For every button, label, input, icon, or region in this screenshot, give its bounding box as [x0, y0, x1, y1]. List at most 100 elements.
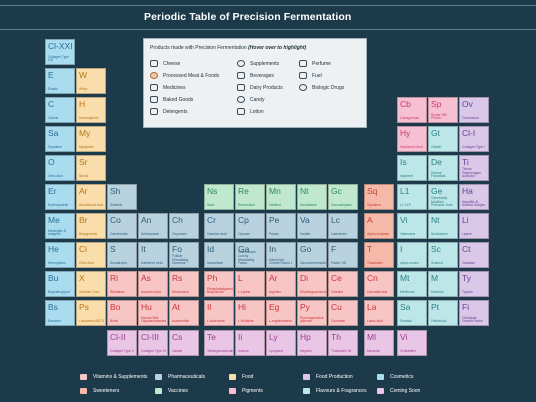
element-tile[interactable]: Cb Carrageenan	[397, 97, 427, 123]
element-tile[interactable]: Id Idursulfase	[204, 242, 234, 268]
element-tile[interactable]: Sr Stevia	[76, 155, 106, 181]
element-tile[interactable]: Ii Indican	[235, 330, 265, 356]
element-tile[interactable]: Me Meningitis B antigens	[45, 213, 75, 239]
element-tile[interactable]: Cs Casein	[169, 330, 199, 356]
element-tile[interactable]: Vi Valencene	[397, 213, 427, 239]
product-item[interactable]: Biologic Drugs	[299, 84, 344, 91]
element-tile[interactable]: Bu Butyrate-glycol	[45, 271, 75, 297]
element-tile[interactable]: E Elastin	[45, 68, 75, 94]
element-tile[interactable]: Mn Menthol	[266, 184, 296, 210]
element-tile[interactable]: Ce Ceteline	[328, 271, 358, 297]
element-tile[interactable]: Sp Spider Silk Protein	[428, 97, 458, 123]
element-tile[interactable]: Gc Glucoamylase	[328, 184, 358, 210]
element-tile[interactable]: Pe Pepsin	[266, 213, 296, 239]
element-tile[interactable]: Sh Shikimic	[107, 184, 137, 210]
element-tile[interactable]: My Myoglobin	[76, 126, 106, 152]
legend-item[interactable]: Vaccines	[155, 388, 188, 394]
element-tile[interactable]: La Lactic Acid	[364, 300, 394, 326]
element-tile[interactable]: Fo Follicle Stimulating Hormone	[169, 242, 199, 268]
element-tile[interactable]: In Insulin like Growth Factor 1	[266, 242, 296, 268]
element-tile[interactable]: Is Isoprene	[397, 155, 427, 181]
element-tile[interactable]: Di Dihydroguanosine	[297, 271, 327, 297]
element-tile[interactable]: Il L-Isoleucine	[204, 300, 234, 326]
product-item[interactable]: Detergents	[150, 108, 187, 115]
product-item[interactable]: Cheese	[150, 60, 180, 67]
element-tile[interactable]: Vi Vinblastine	[397, 330, 427, 356]
element-tile[interactable]: Cl-III Collagen Type III	[138, 330, 168, 356]
element-tile[interactable]: Th Thaumatin Sil	[328, 330, 358, 356]
element-tile[interactable]: Cu Curcumin	[328, 300, 358, 326]
element-tile[interactable]: Eg L-ergothioneine	[266, 300, 296, 326]
element-tile[interactable]: L1 L1 VLP	[397, 184, 427, 210]
element-tile[interactable]: De Dermal Fibroblast	[428, 155, 458, 181]
element-tile[interactable]: Fi Fibroblast Growth Factor	[459, 300, 489, 326]
element-tile[interactable]: Sc Sclareol	[428, 242, 458, 268]
legend-item[interactable]: Vitamins & Supplements	[80, 374, 147, 380]
element-tile[interactable]: Bs Brazzein	[45, 300, 75, 326]
element-tile[interactable]: At Astaxanthin	[169, 300, 199, 326]
element-tile[interactable]: Pt Patchoulol	[428, 300, 458, 326]
product-item[interactable]: Candy	[237, 96, 264, 103]
element-tile[interactable]: Ar Arachidonic Acid	[76, 184, 106, 210]
element-tile[interactable]: Mt Menthone	[397, 271, 427, 297]
element-tile[interactable]: Ov Ovomucoid	[459, 97, 489, 123]
element-tile[interactable]: Sa Santalol	[397, 300, 427, 326]
legend-item[interactable]: Pharmaceuticals	[155, 374, 205, 380]
product-item[interactable]: Dairy Products	[237, 84, 283, 91]
element-tile[interactable]: Cn Cannabinoids	[364, 271, 394, 297]
element-tile[interactable]: Ct Catalase	[459, 242, 489, 268]
legend-item[interactable]: Sweeteners	[80, 388, 119, 394]
element-tile[interactable]: Nt Nootkatone	[428, 213, 458, 239]
element-tile[interactable]: F Factor VIII	[328, 242, 358, 268]
product-item[interactable]: Medicines	[150, 84, 186, 91]
element-tile[interactable]: Ns Nisin	[204, 184, 234, 210]
element-tile[interactable]: Rs Resveratrol	[169, 271, 199, 297]
legend-item[interactable]: Flavours & Fragrances	[303, 388, 367, 394]
legend-item[interactable]: Food Production	[303, 374, 353, 380]
element-tile[interactable]: Li Lipase	[459, 213, 489, 239]
element-tile[interactable]: Ly Lycopene	[266, 330, 296, 356]
element-tile[interactable]: As Ascorbic Acid	[138, 271, 168, 297]
legend-item[interactable]: Cosmetics	[377, 374, 413, 380]
element-tile[interactable]: H Haemoglobin	[76, 97, 106, 123]
element-tile[interactable]: Cl-II Collagen Type II	[107, 330, 137, 356]
element-tile[interactable]: Lc Lactoferrin	[328, 213, 358, 239]
element-tile[interactable]: Sq Squalene	[364, 184, 394, 210]
element-tile[interactable]: Ri Riboflavin	[107, 271, 137, 297]
product-item[interactable]: Perfume	[299, 60, 331, 67]
element-tile[interactable]: Ge Genetically Modified Pertussis Toxin	[428, 184, 458, 210]
element-tile[interactable]: Cr Carmine Acid	[204, 213, 234, 239]
element-tile[interactable]: Nt Nootkatone	[297, 184, 327, 210]
element-tile[interactable]: Va Vanillin	[297, 213, 327, 239]
element-tile[interactable]: A Alpha-Amylase	[364, 213, 394, 239]
element-tile[interactable]: Ty Trypsin	[459, 271, 489, 297]
element-tile[interactable]: Hp Heparin	[297, 330, 327, 356]
element-tile[interactable]: X Xanthan Gum	[76, 271, 106, 297]
element-tile[interactable]: Co Carotenoids	[107, 213, 137, 239]
element-tile[interactable]: Ha Hepatitis B Surface Antigen	[459, 184, 489, 210]
element-tile[interactable]: C Casein	[45, 97, 75, 123]
element-tile[interactable]: M Mannitol	[428, 271, 458, 297]
product-item[interactable]: Supplements	[237, 60, 279, 67]
element-tile[interactable]: Ch Chymosin	[169, 213, 199, 239]
element-tile[interactable]: Go Glucocerebrosidase	[297, 242, 327, 268]
element-tile[interactable]: Ci Citric Acid	[76, 242, 106, 268]
element-tile[interactable]: Te Tetrahydrocannabinol	[204, 330, 234, 356]
legend-item[interactable]: Coming Soon	[377, 388, 420, 394]
element-tile[interactable]: Ps Lactoferrin ABTS	[76, 300, 106, 326]
element-tile[interactable]: Hu Human Milk Oligosaccharides	[138, 300, 168, 326]
element-tile[interactable]: Gt Gelatin	[428, 126, 458, 152]
legend-item[interactable]: Food	[229, 374, 253, 380]
product-item[interactable]: Fuel	[299, 72, 322, 79]
element-tile[interactable]: L L-Lysine	[235, 271, 265, 297]
element-tile[interactable]: Ph Phosphatidylserine Butyramide	[204, 271, 234, 297]
product-item[interactable]: Beverages	[237, 72, 274, 79]
element-tile[interactable]: Cp Ciprocin	[235, 213, 265, 239]
element-tile[interactable]: T Thaumatin	[364, 242, 394, 268]
element-tile[interactable]: He Hemoglobin	[45, 242, 75, 268]
product-item[interactable]: Baked Goods	[150, 96, 193, 103]
element-tile[interactable]: Hi L-Histidine	[235, 300, 265, 326]
legend-item[interactable]: Pigments	[229, 388, 263, 394]
product-item[interactable]: Processed Meat & Foods	[150, 72, 219, 79]
